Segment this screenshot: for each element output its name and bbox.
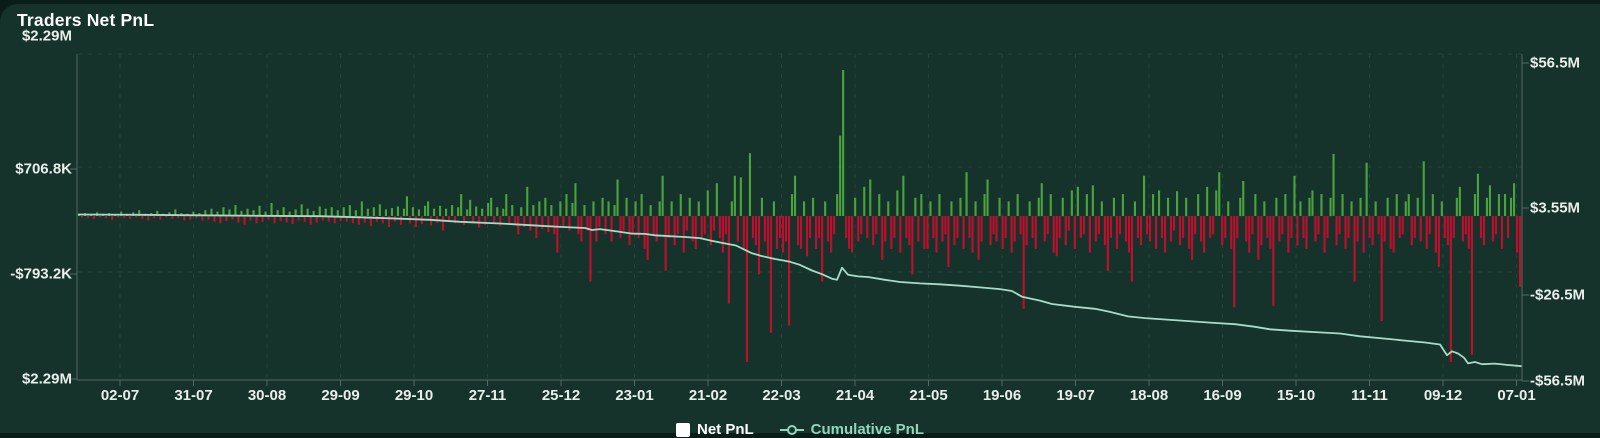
chart-legend: Net PnL Cumulative PnL [0,421,1600,438]
cumulative-line-marker-icon [780,429,804,431]
net-pnl-negative-bars [81,216,1521,362]
y-axis-right-label: $3.55M [1530,200,1600,217]
x-axis-label: 25-12 [521,387,601,404]
x-axis-label: 15-10 [1256,387,1336,404]
x-axis-label: 21-04 [815,387,895,404]
x-axis-label: 11-11 [1330,387,1410,404]
y-axis-left-label: $2.29M [0,28,72,45]
x-axis-label: 23-01 [595,387,675,404]
x-axis-label: 19-07 [1036,387,1116,404]
net-pnl-swatch-icon [676,423,690,437]
x-axis-label: 21-05 [889,387,969,404]
y-axis-left-label: $706.8K [0,161,72,178]
x-axis-label: 16-09 [1183,387,1263,404]
net-pnl-positive-bars [78,70,1515,216]
pnl-chart-plot-area [0,4,1600,437]
x-axis-label: 31-07 [154,387,234,404]
x-axis-label: 29-09 [301,387,381,404]
legend-item-cumulative-pnl[interactable]: Cumulative PnL [780,421,924,438]
y-axis-right-label: $56.5M [1530,55,1600,72]
x-axis-label: 21-02 [668,387,748,404]
x-axis-label: 18-08 [1109,387,1189,404]
x-axis-label: 22-03 [742,387,822,404]
y-axis-left-label: $2.29M [0,371,72,388]
x-axis-label: 30-08 [227,387,307,404]
x-axis-label: 27-11 [448,387,528,404]
legend-net-pnl-label: Net PnL [697,421,754,438]
chart-card: Traders Net PnL $2.29M$706.8K-$793.2K$2.… [0,4,1600,433]
x-axis-label: 09-12 [1403,387,1483,404]
legend-item-net-pnl[interactable]: Net PnL [676,421,754,438]
x-axis-label: 07-01 [1477,387,1557,404]
legend-cumulative-pnl-label: Cumulative PnL [811,421,924,438]
x-axis-label: 29-10 [374,387,454,404]
y-axis-left-label: -$793.2K [0,266,72,283]
y-axis-right-label: -$26.5M [1530,287,1600,304]
x-axis-label: 19-06 [962,387,1042,404]
x-axis-label: 02-07 [80,387,160,404]
